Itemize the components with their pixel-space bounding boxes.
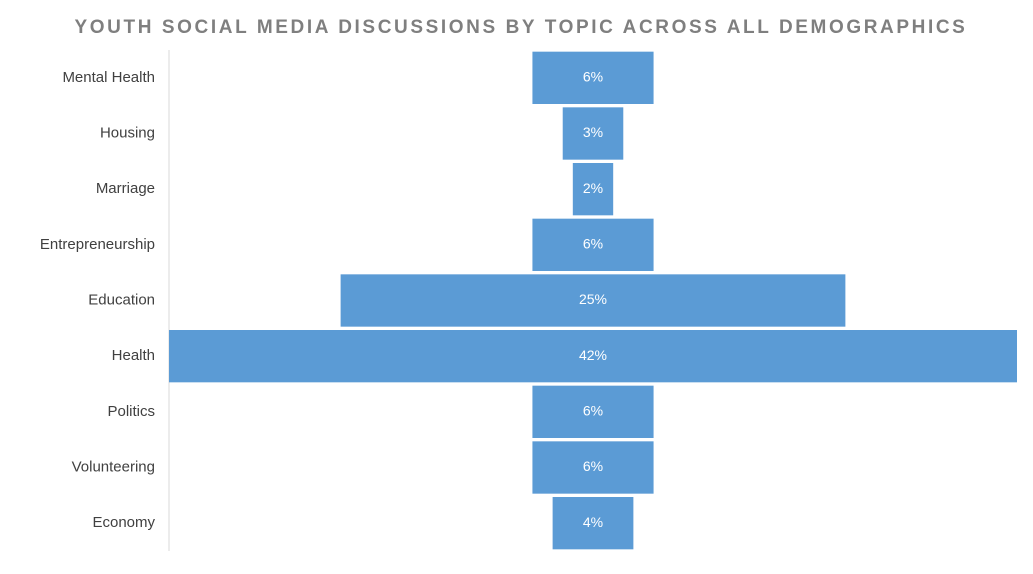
bar <box>532 218 654 271</box>
value-label: 6% <box>583 403 603 419</box>
bar <box>169 330 1017 383</box>
value-label: 42% <box>579 347 607 363</box>
bar <box>572 163 614 216</box>
category-label: Health <box>112 347 155 364</box>
value-label: 4% <box>583 514 603 530</box>
bar <box>562 107 624 160</box>
value-label: 6% <box>583 458 603 474</box>
bar <box>532 385 654 438</box>
category-label: Mental Health <box>62 69 155 86</box>
value-label: 3% <box>583 124 603 140</box>
category-label: Education <box>88 291 155 308</box>
category-label: Politics <box>107 403 155 420</box>
value-label: 25% <box>579 291 607 307</box>
bar <box>532 51 654 104</box>
category-label: Volunteering <box>72 458 155 475</box>
category-label: Economy <box>92 514 155 531</box>
bar <box>532 441 654 494</box>
category-label: Entrepreneurship <box>40 236 155 253</box>
bar <box>552 497 634 550</box>
bar <box>340 274 846 327</box>
chart-title: YOUTH SOCIAL MEDIA DISCUSSIONS BY TOPIC … <box>75 17 968 38</box>
value-label: 6% <box>583 236 603 252</box>
category-label: Marriage <box>96 180 155 197</box>
value-label: 6% <box>583 69 603 85</box>
value-label: 2% <box>583 180 603 196</box>
category-label: Housing <box>100 124 155 141</box>
